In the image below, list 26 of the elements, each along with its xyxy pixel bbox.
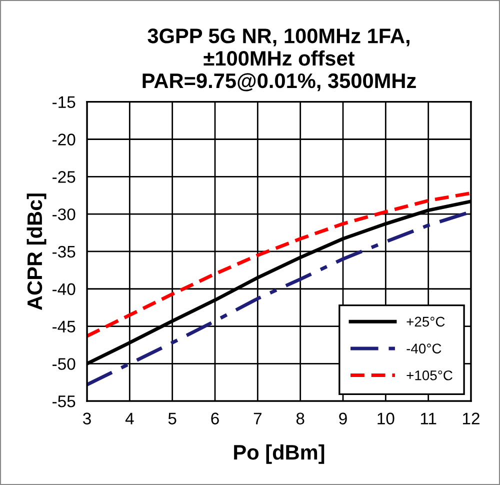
x-tick-label: 7 <box>254 412 262 424</box>
x-tick-label: 4 <box>125 412 134 424</box>
x-axis-title: Po [dBm] <box>234 444 324 464</box>
y-tick-label: -40 <box>52 283 76 296</box>
x-tick-label: 10 <box>378 412 394 424</box>
y-tick-label: -15 <box>52 96 76 108</box>
legend-label: +105°C <box>406 370 452 380</box>
y-axis-title: ACPR [dBc] <box>26 194 46 310</box>
x-tick-label: 11 <box>420 412 436 424</box>
legend-label: -40°C <box>406 344 442 354</box>
y-tick-label: -20 <box>52 134 76 146</box>
y-tick-label: -50 <box>52 358 76 370</box>
y-tick-label: -45 <box>52 320 76 332</box>
chart-title: 3GPP 5G NR, 100MHz 1FA, ±100MHz offset PAR=9.75@0.01%, 3500MHz <box>142 28 416 92</box>
x-tick-label: 5 <box>168 412 176 424</box>
x-tick-label: 12 <box>463 412 480 424</box>
y-tick-label: -55 <box>52 396 76 408</box>
x-tick-label: 9 <box>339 412 347 424</box>
y-tick-label: -25 <box>52 171 76 183</box>
y-tick-label: -35 <box>52 246 76 258</box>
x-tick-label: 3 <box>83 412 91 424</box>
legend-label: +25°C <box>406 316 445 327</box>
y-tick-label: -30 <box>52 208 76 220</box>
x-tick-label: 6 <box>211 412 219 424</box>
x-tick-label: 8 <box>296 412 304 424</box>
line-series <box>87 191 471 338</box>
